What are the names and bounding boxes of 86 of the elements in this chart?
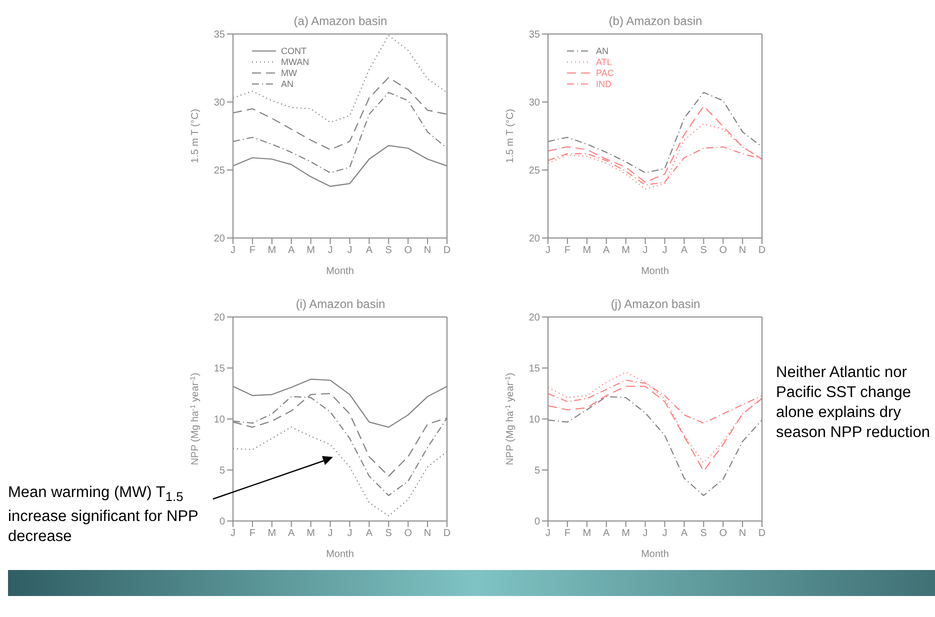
x-tick-label: A: [366, 528, 373, 540]
x-tick-label: D: [443, 528, 451, 540]
x-tick-label: N: [738, 528, 746, 540]
y-axis-title: 1.5 m T (°C): [505, 108, 516, 164]
y-tick-label: 20: [214, 312, 226, 324]
x-tick-label: S: [700, 528, 708, 540]
x-tick-label: J: [328, 528, 333, 540]
x-axis-title: Month: [641, 266, 669, 277]
x-tick-label: F: [564, 245, 571, 256]
legend-label: MWAN: [281, 56, 310, 66]
y-tick-label: 20: [528, 312, 540, 324]
x-tick-label: S: [385, 245, 392, 256]
x-tick-label: O: [719, 245, 728, 256]
x-tick-label: D: [758, 528, 766, 540]
x-tick-label: M: [622, 245, 630, 256]
legend-label: CONT: [281, 46, 306, 56]
legend-label: AN: [596, 46, 609, 56]
chart-title: (j) Amazon basin: [610, 297, 702, 311]
legend-label: PAC: [596, 68, 614, 78]
legend-label: MW: [281, 68, 297, 78]
x-tick-label: M: [268, 528, 276, 540]
y-axis-title: 1.5 m T (°C): [190, 108, 201, 164]
x-tick-label: M: [582, 245, 592, 256]
x-tick-label: J: [347, 245, 352, 256]
y-tick-label: 20: [528, 234, 540, 245]
y-tick-label: 30: [214, 98, 226, 109]
x-tick-label: M: [622, 528, 630, 540]
x-tick-label: M: [268, 245, 276, 256]
x-tick-label: S: [385, 528, 392, 540]
x-tick-label: A: [680, 528, 688, 540]
y-tick-label: 5: [219, 466, 226, 477]
x-tick-label: M: [582, 528, 592, 540]
legend-label: ATL: [596, 56, 612, 66]
x-tick-label: J: [230, 245, 236, 256]
legend-label: IND: [596, 78, 612, 88]
x-tick-label: J: [662, 528, 668, 540]
chart-title: (a) Amazon basin: [292, 14, 388, 28]
chart-title: (i) Amazon basin: [294, 297, 386, 311]
y-tick-label: 20: [214, 234, 226, 245]
x-tick-label: J: [328, 245, 333, 256]
x-tick-label: M: [306, 245, 315, 256]
x-tick-label: O: [719, 528, 728, 540]
y-tick-label: 15: [214, 364, 226, 375]
y-tick-label: 5: [534, 466, 540, 477]
x-tick-label: N: [424, 528, 432, 540]
x-tick-label: A: [288, 528, 296, 540]
x-tick-label: J: [642, 528, 648, 540]
y-tick-label: 30: [528, 98, 540, 109]
x-tick-label: F: [249, 528, 256, 540]
x-tick-label: O: [404, 528, 412, 540]
x-tick-label: J: [546, 245, 550, 256]
y-tick-label: 35: [528, 30, 540, 41]
x-tick-label: J: [662, 245, 668, 256]
x-tick-label: J: [546, 528, 550, 540]
x-tick-label: A: [366, 245, 373, 256]
y-tick-label: 25: [214, 166, 226, 177]
x-tick-label: N: [738, 245, 746, 256]
x-tick-label: J: [347, 528, 352, 540]
text: Mean warming (MW) T$_{1.5}$ increase significant for NPP decrease: [8, 484, 198, 546]
x-tick-label: F: [249, 245, 256, 256]
y-tick-label: 15: [528, 364, 540, 375]
y-tick-label: 25: [528, 166, 540, 177]
x-tick-label: A: [288, 245, 296, 256]
x-tick-label: J: [642, 245, 648, 256]
x-axis-title: Month: [326, 549, 354, 560]
text: Neither Atlantic nor Pacific SST change alone explains dry season NPP reduction: [776, 363, 931, 443]
x-tick-label: A: [603, 528, 610, 540]
y-tick-label: 0: [219, 516, 226, 528]
x-tick-label: F: [564, 528, 571, 540]
y-tick-label: 10: [528, 414, 540, 426]
x-tick-label: A: [603, 245, 610, 256]
x-tick-label: A: [680, 245, 688, 256]
x-tick-label: J: [230, 528, 236, 540]
x-tick-label: O: [404, 245, 412, 256]
y-tick-label: 35: [214, 30, 226, 41]
chart-title: (b) Amazon basin: [608, 14, 704, 28]
x-tick-label: M: [306, 528, 315, 540]
legend-label: AN: [281, 78, 294, 88]
x-axis-title: Month: [326, 266, 354, 277]
x-axis-title: Month: [641, 549, 669, 560]
x-tick-label: S: [700, 245, 708, 256]
y-tick-label: 0: [534, 516, 540, 528]
x-tick-label: D: [758, 245, 766, 256]
y-tick-label: 10: [214, 414, 226, 426]
x-tick-label: N: [424, 245, 432, 256]
x-tick-label: D: [443, 245, 451, 256]
